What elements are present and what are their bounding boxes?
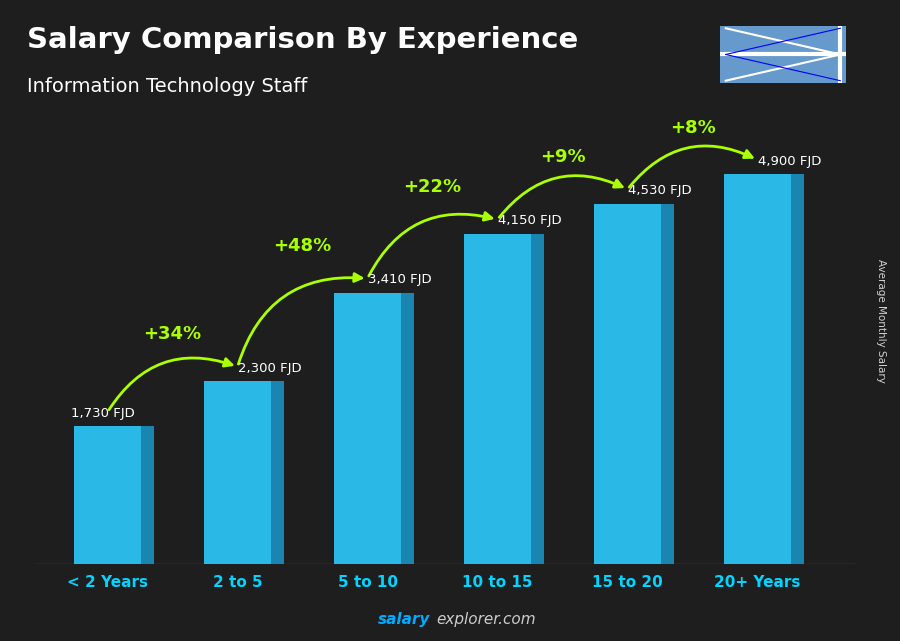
Polygon shape bbox=[401, 293, 414, 564]
Text: 4,900 FJD: 4,900 FJD bbox=[758, 155, 821, 168]
Polygon shape bbox=[531, 234, 544, 564]
Text: Salary Comparison By Experience: Salary Comparison By Experience bbox=[27, 26, 578, 54]
Text: 3,410 FJD: 3,410 FJD bbox=[367, 273, 431, 287]
Text: +48%: +48% bbox=[274, 237, 331, 255]
Text: 4,150 FJD: 4,150 FJD bbox=[498, 215, 561, 228]
Bar bbox=[594, 204, 662, 564]
Bar bbox=[334, 293, 401, 564]
Text: Average Monthly Salary: Average Monthly Salary bbox=[877, 258, 886, 383]
Bar bbox=[464, 234, 531, 564]
Polygon shape bbox=[662, 204, 674, 564]
Polygon shape bbox=[271, 381, 284, 564]
Text: salary: salary bbox=[378, 612, 430, 627]
Bar bbox=[74, 426, 141, 564]
Text: 1,730 FJD: 1,730 FJD bbox=[71, 407, 135, 420]
Text: Information Technology Staff: Information Technology Staff bbox=[27, 77, 308, 96]
Text: +9%: +9% bbox=[540, 148, 585, 166]
Polygon shape bbox=[791, 174, 805, 564]
Text: 2,300 FJD: 2,300 FJD bbox=[238, 362, 302, 375]
Text: +22%: +22% bbox=[403, 178, 462, 196]
Bar bbox=[203, 381, 271, 564]
Text: +34%: +34% bbox=[143, 326, 202, 344]
Polygon shape bbox=[141, 426, 154, 564]
Text: +8%: +8% bbox=[670, 119, 716, 137]
Text: explorer.com: explorer.com bbox=[436, 612, 536, 627]
Bar bbox=[724, 174, 791, 564]
Text: 4,530 FJD: 4,530 FJD bbox=[627, 184, 691, 197]
